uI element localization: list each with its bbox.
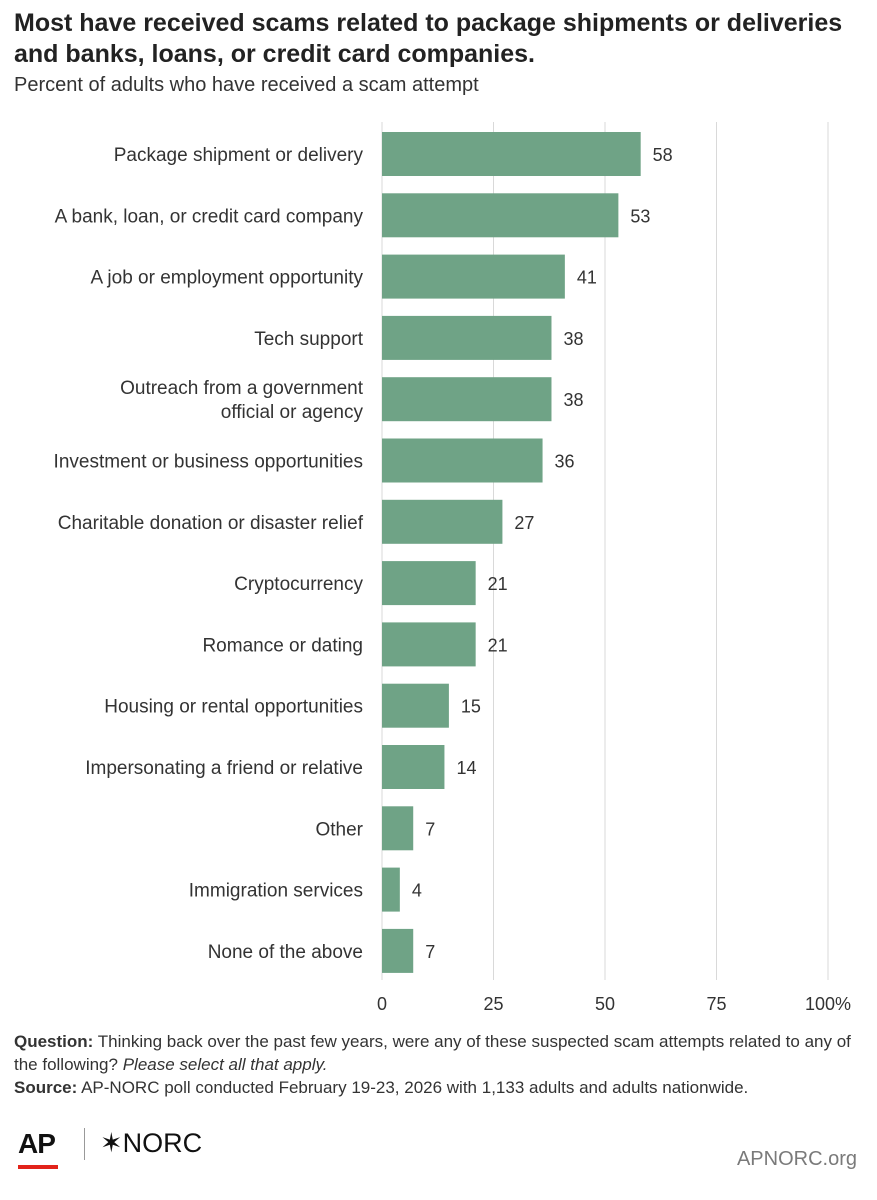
value-label: 53 (630, 206, 650, 226)
value-label: 36 (555, 452, 575, 472)
bar (382, 315, 552, 360)
category-label: A bank, loan, or credit card company (55, 206, 364, 227)
ap-logo: AP (18, 1128, 56, 1159)
question-italic: Please select all that apply. (122, 1055, 328, 1074)
question-label: Question: (14, 1032, 94, 1051)
value-label: 7 (425, 942, 435, 962)
norc-star-icon: ✶ (100, 1128, 123, 1158)
category-label: Impersonating a friend or relative (85, 758, 363, 779)
bar (382, 132, 641, 176)
bar-chart: 58 Package shipment or delivery 53 A bank, … (54, 122, 851, 1014)
bar (382, 254, 565, 299)
value-label: 4 (412, 881, 422, 901)
x-tick-label: 100% (805, 994, 851, 1014)
bar (382, 683, 449, 728)
value-label: 7 (425, 819, 435, 839)
logo-divider (84, 1128, 85, 1160)
source-note: Source: AP-NORC poll conducted February … (14, 1076, 869, 1099)
bar (382, 745, 445, 789)
category-label: Immigration services (189, 881, 363, 902)
category-label: Romance or dating (202, 635, 363, 656)
value-label: 15 (461, 697, 481, 717)
bar (382, 561, 476, 606)
category-label: Tech support (254, 329, 364, 350)
category-label: Other (315, 819, 363, 840)
question-note: Question: Thinking back over the past fe… (14, 1030, 869, 1076)
norc-logo-text: NORC (122, 1128, 203, 1158)
x-tick-label: 50 (595, 994, 615, 1014)
bar (382, 867, 400, 912)
value-label: 27 (514, 513, 534, 533)
category-label: Housing or rental opportunities (104, 697, 363, 718)
value-label: 38 (563, 390, 583, 410)
category-label: Outreach from a government official or ag… (120, 378, 364, 423)
bar (382, 499, 503, 544)
value-label: 14 (456, 758, 476, 778)
question-text: Thinking back over the past few years, w… (14, 1032, 851, 1074)
chart-title: Most have received scams related to pack… (14, 9, 843, 68)
bar (382, 806, 414, 851)
bar (382, 928, 414, 973)
source-label: Source: (14, 1078, 78, 1097)
bar (382, 622, 476, 667)
category-label: Charitable donation or disaster relief (58, 513, 364, 534)
bar (382, 193, 619, 238)
category-label: None of the above (208, 942, 363, 963)
chart-footnote: Question: Thinking back over the past fe… (14, 1030, 869, 1099)
site-link[interactable]: APNORC.org (736, 1148, 857, 1170)
value-label: 58 (653, 145, 673, 165)
x-tick-label: 25 (483, 994, 503, 1014)
bar (382, 438, 543, 483)
ap-logo-underline (18, 1165, 58, 1169)
bar (382, 377, 552, 422)
x-tick-label: 0 (377, 994, 387, 1014)
value-label: 41 (577, 268, 597, 288)
value-label: 21 (488, 635, 508, 655)
chart-subtitle: Percent of adults who have received a sc… (14, 74, 479, 96)
category-label: Package shipment or delivery (114, 145, 364, 166)
category-label: Cryptocurrency (234, 574, 363, 595)
source-text: AP-NORC poll conducted February 19-23, 2… (81, 1078, 749, 1097)
norc-logo: ✶NORC (100, 1128, 202, 1159)
category-label: A job or employment opportunity (91, 268, 364, 289)
value-label: 21 (488, 574, 508, 594)
x-tick-label: 75 (706, 994, 726, 1014)
category-label: Investment or business opportunities (54, 452, 363, 473)
value-label: 38 (563, 329, 583, 349)
